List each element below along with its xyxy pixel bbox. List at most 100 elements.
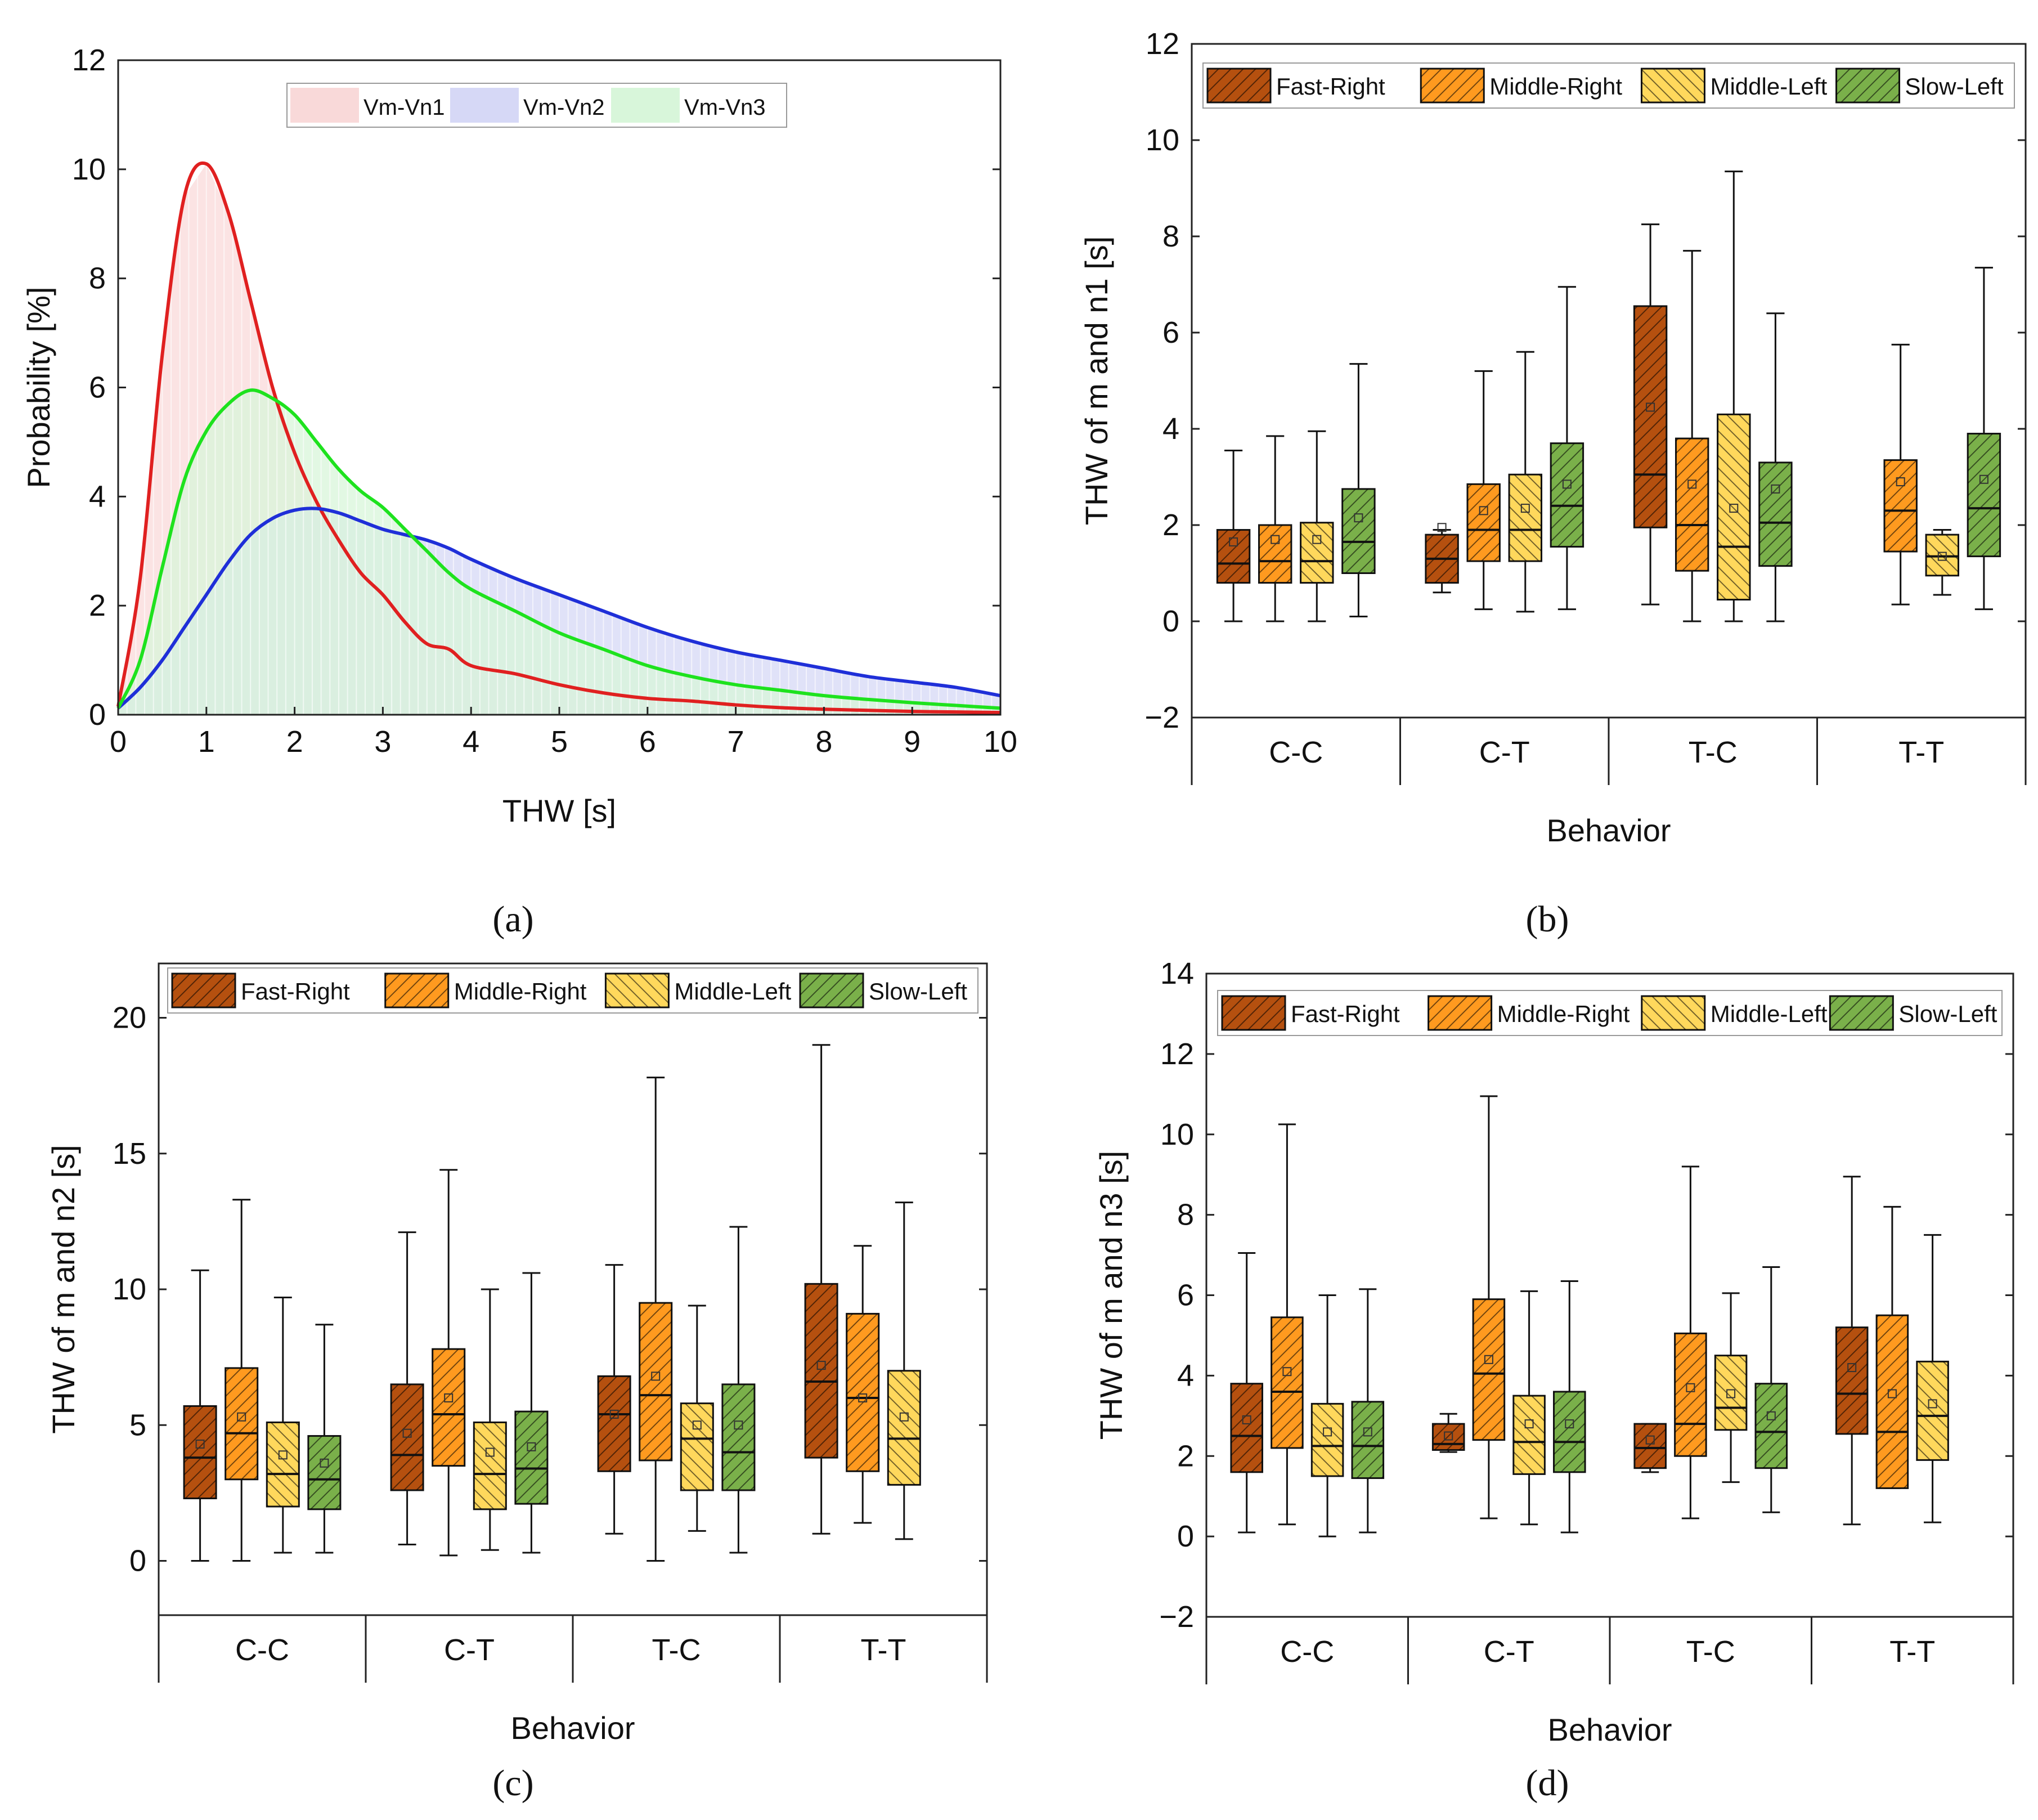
y-tick-label: 10 — [1160, 1118, 1194, 1151]
legend-label: Middle-Left — [674, 978, 791, 1005]
box-middle-left-c-c — [1310, 1294, 1344, 1537]
mean-marker — [320, 1458, 329, 1468]
y-tick-label: −2 — [1159, 1600, 1194, 1634]
legend-swatch-hatch — [172, 974, 235, 1007]
legend-label: Slow-Left — [1905, 73, 2004, 100]
box-hatch — [846, 1314, 879, 1472]
x-axis-label: Behavior — [1546, 813, 1671, 848]
mean-marker — [1282, 1367, 1292, 1377]
legend-item: Fast-Right — [1221, 995, 1400, 1031]
box-middle-right-t-c — [1675, 250, 1709, 622]
legend-box — [286, 83, 787, 128]
box-middle-right-t-t — [1875, 1205, 1909, 1489]
legend-label: Middle-Right — [454, 978, 587, 1005]
box-hatch — [1717, 414, 1750, 600]
mean-marker — [1686, 1383, 1695, 1392]
legend-label: Slow-Left — [1898, 1001, 1997, 1027]
mean-marker — [1242, 1415, 1251, 1424]
box-middle-left-t-t — [1925, 529, 1960, 596]
box-hatch — [1509, 474, 1542, 562]
legend-label: Fast-Right — [241, 978, 350, 1005]
y-tick-label: 8 — [1177, 1198, 1194, 1232]
mean-marker — [1887, 1389, 1897, 1398]
y-tick-label: 12 — [1160, 1037, 1194, 1071]
category-label: T-T — [861, 1633, 906, 1667]
mean-marker — [444, 1393, 454, 1402]
mean-marker — [1771, 484, 1780, 494]
panel-label-c: (c) — [492, 1763, 533, 1804]
box-hatch — [1759, 462, 1792, 566]
box-middle-left-c-t — [1508, 351, 1543, 613]
curve-vm-vn2 — [116, 506, 1001, 710]
mean-marker — [1766, 1411, 1776, 1420]
y-tick-label: 0 — [89, 698, 106, 732]
mean-marker — [1271, 535, 1280, 544]
legend-label: Middle-Left — [1710, 73, 1827, 100]
mean-marker — [609, 1409, 619, 1419]
box-fast-right-c-t — [1431, 1413, 1465, 1453]
y-tick-label: 4 — [89, 479, 106, 513]
category-label: C-C — [1280, 1635, 1334, 1669]
legend-swatch-hatch — [605, 974, 669, 1007]
legend-label: Slow-Left — [869, 978, 967, 1005]
y-tick-label: 4 — [1177, 1359, 1194, 1392]
x-tick-label: 1 — [198, 725, 215, 759]
legend-label: Middle-Left — [1711, 1001, 1828, 1027]
legend-swatch-hatch — [1222, 996, 1285, 1030]
mean-marker — [1444, 1431, 1453, 1441]
box-hatch — [1513, 1396, 1545, 1474]
box-hatch — [184, 1406, 217, 1499]
box-fast-right-t-c — [597, 1264, 631, 1535]
mean-marker — [651, 1371, 661, 1381]
box-hatch — [1551, 443, 1583, 547]
category-label: T-T — [1889, 1635, 1935, 1669]
box-middle-right-c-t — [432, 1169, 466, 1557]
box-fast-right-c-t — [390, 1231, 424, 1546]
category-label: T-C — [652, 1633, 701, 1667]
legend-item: Slow-Left — [799, 972, 967, 1008]
panel-label-d: (d) — [1526, 1763, 1569, 1804]
legend-swatch-hatch — [800, 974, 863, 1007]
box-hatch — [1756, 1383, 1787, 1468]
box-hatch — [598, 1376, 631, 1472]
y-axis-label: THW of m and n1 [s] — [1079, 236, 1114, 526]
panel-c-box-chart: 0 5 10 15 20 C-C C-T T-C T-T Behavior THW of m and… — [46, 962, 988, 1746]
panel-b-box-chart: −2 0 2 4 6 8 10 12 C-C C-T T-C T-T Behavior THW of m … — [1079, 27, 2027, 848]
legend-item: Fast-Right — [1206, 68, 1385, 104]
x-tick-label: 3 — [374, 725, 391, 759]
box-hatch — [888, 1370, 921, 1485]
mean-marker — [237, 1412, 246, 1422]
mean-marker — [1565, 1419, 1574, 1429]
legend-label: Vm-Vn3 — [684, 95, 766, 120]
legend-label: Middle-Right — [1497, 1001, 1630, 1027]
box-hatch — [1836, 1327, 1868, 1434]
mean-marker — [1484, 1355, 1493, 1364]
mean-marker — [1937, 552, 1947, 561]
box-hatch — [474, 1422, 506, 1509]
mean-marker — [1847, 1363, 1857, 1373]
category-label: T-C — [1689, 736, 1738, 769]
box-slow-left-c-t — [514, 1272, 549, 1554]
legend-label: Vm-Vn1 — [363, 95, 445, 120]
mean-marker — [1479, 506, 1488, 515]
box-slow-left-t-t — [1967, 267, 2001, 611]
y-tick-label: 5 — [129, 1408, 146, 1442]
legend-label: Fast-Right — [1276, 73, 1385, 100]
box-hatch — [1217, 530, 1250, 583]
y-tick-label: 8 — [89, 262, 106, 295]
box-hatch — [225, 1368, 258, 1480]
legend-item: Middle-Right — [1420, 68, 1622, 104]
legend-label: Fast-Right — [1291, 1001, 1400, 1027]
box-fast-right-t-t — [1835, 1176, 1869, 1526]
box-hatch — [805, 1284, 838, 1458]
legend-item: Slow-Left — [1835, 68, 2004, 104]
box-hatch — [1300, 522, 1334, 583]
curve-vm-vn3 — [116, 388, 1001, 710]
box-fast-right-c-t — [1425, 523, 1459, 594]
box-hatch — [1342, 488, 1375, 573]
box-hatch — [267, 1422, 299, 1507]
box-hatch — [1884, 460, 1917, 552]
mean-marker — [1687, 479, 1697, 489]
box-slow-left-t-c — [721, 1226, 756, 1554]
box-fast-right-c-c — [1216, 449, 1251, 622]
